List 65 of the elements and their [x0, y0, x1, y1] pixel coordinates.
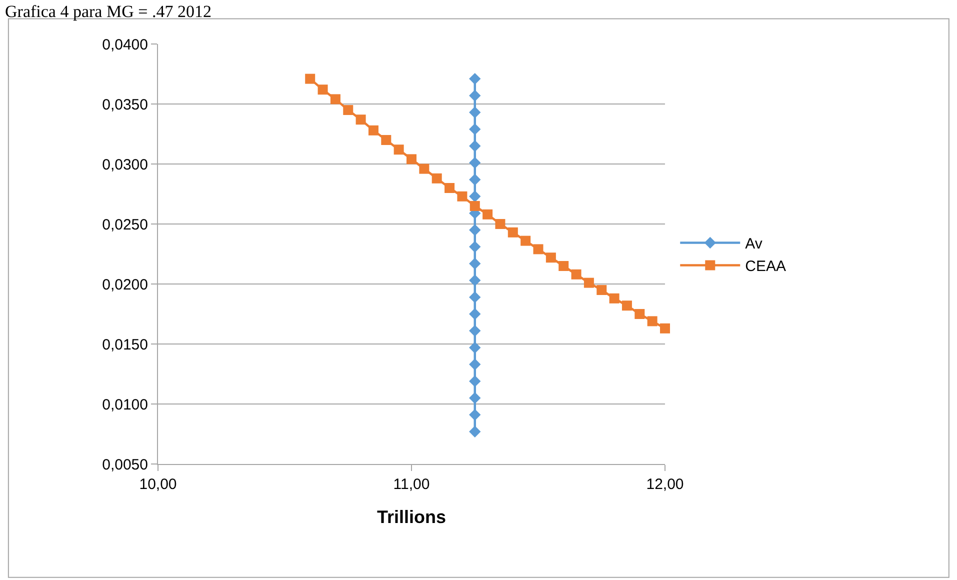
point [520, 236, 531, 246]
point [533, 244, 544, 254]
legend-label: CEAA [745, 258, 786, 276]
point [343, 105, 354, 115]
y-tick-label: 0,0050 [102, 456, 148, 474]
y-tick-label: 0,0150 [102, 336, 148, 354]
chart-title: Grafica 4 para MG = .47 2012 [5, 2, 212, 21]
point [469, 291, 481, 304]
point [469, 90, 481, 102]
y-tick-label: 0,0400 [102, 36, 148, 54]
point [469, 174, 481, 186]
point [406, 154, 416, 164]
point [470, 201, 480, 211]
point [469, 342, 481, 354]
x-tick-label: 11,00 [393, 476, 430, 493]
point [634, 309, 645, 319]
point [571, 269, 582, 280]
y-tick-label: 0,0350 [102, 96, 148, 114]
point [546, 252, 556, 263]
x-tick-label: 10,00 [139, 476, 177, 493]
point [469, 156, 481, 169]
point [432, 173, 442, 184]
point [469, 274, 481, 286]
point [469, 308, 481, 320]
x-axis-title: Trillions [376, 507, 446, 528]
point [482, 209, 493, 220]
point [647, 316, 658, 326]
point [469, 358, 481, 370]
point [394, 144, 404, 155]
point [469, 140, 481, 152]
point [469, 375, 481, 388]
point [469, 408, 481, 421]
point [596, 285, 607, 295]
point [368, 125, 378, 136]
point [419, 164, 430, 174]
point [622, 300, 632, 311]
point [356, 114, 366, 125]
point [469, 190, 481, 202]
point [305, 74, 316, 84]
point [495, 219, 506, 229]
point [508, 227, 518, 238]
legend-label: Av [745, 236, 763, 253]
point [558, 261, 569, 271]
point [469, 258, 481, 270]
point [381, 135, 392, 145]
y-tick-label: 0,0300 [102, 156, 148, 174]
point [469, 72, 481, 85]
point [584, 278, 594, 288]
point [609, 293, 620, 304]
y-tick-label: 0,0250 [102, 216, 148, 234]
point [660, 323, 670, 334]
point [469, 123, 481, 136]
point [469, 426, 481, 438]
point [469, 324, 481, 337]
y-tick-label: 0,0100 [102, 396, 148, 414]
y-tick-label: 0,0200 [102, 276, 148, 294]
point [469, 224, 481, 236]
x-tick-label: 12,00 [646, 476, 684, 493]
point [457, 191, 468, 202]
point [318, 84, 328, 95]
point [330, 94, 340, 104]
point [469, 392, 481, 404]
point [444, 183, 455, 193]
point [469, 106, 481, 118]
point [469, 240, 481, 253]
